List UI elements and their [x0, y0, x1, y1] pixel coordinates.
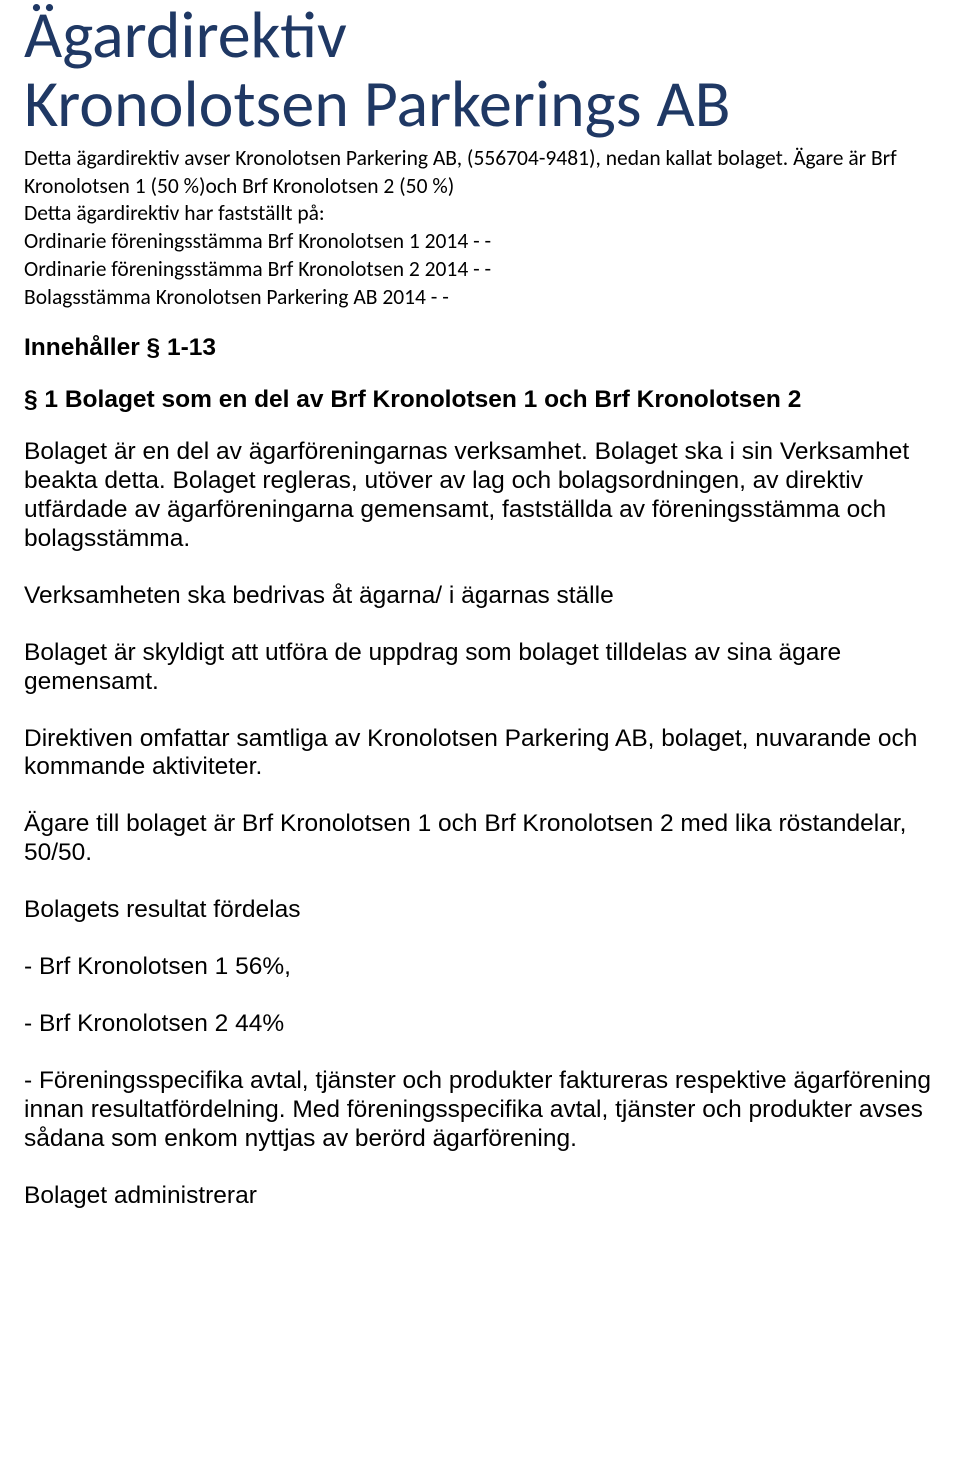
paragraph: Direktiven omfattar samtliga av Kronolot…: [24, 725, 936, 783]
paragraph: Verksamheten ska bedrivas åt ägarna/ i ä…: [24, 582, 936, 611]
contains-heading: Innehåller § 1-13: [24, 334, 936, 362]
intro-paragraph: Detta ägardirektiv avser Kronolotsen Par…: [24, 145, 936, 313]
paragraph: Bolaget administrerar: [24, 1182, 936, 1211]
paragraph: Ägare till bolaget är Brf Kronolotsen 1 …: [24, 810, 936, 868]
paragraph: Bolagets resultat fördelas: [24, 896, 936, 925]
paragraph: - Brf Kronolotsen 2 44%: [24, 1010, 936, 1039]
title-line-2: Kronolotsen Parkerings AB: [24, 63, 731, 144]
paragraph: Bolaget är en del av ägarföreningarnas v…: [24, 438, 936, 554]
paragraph: - Brf Kronolotsen 1 56%,: [24, 953, 936, 982]
paragraph: - Föreningsspecifika avtal, tjänster och…: [24, 1067, 936, 1154]
document-title: Ägardirektiv Kronolotsen Parkerings AB: [24, 0, 936, 139]
section-1-heading: § 1 Bolaget som en del av Brf Kronolotse…: [24, 386, 936, 414]
paragraph: Bolaget är skyldigt att utföra de uppdra…: [24, 639, 936, 697]
